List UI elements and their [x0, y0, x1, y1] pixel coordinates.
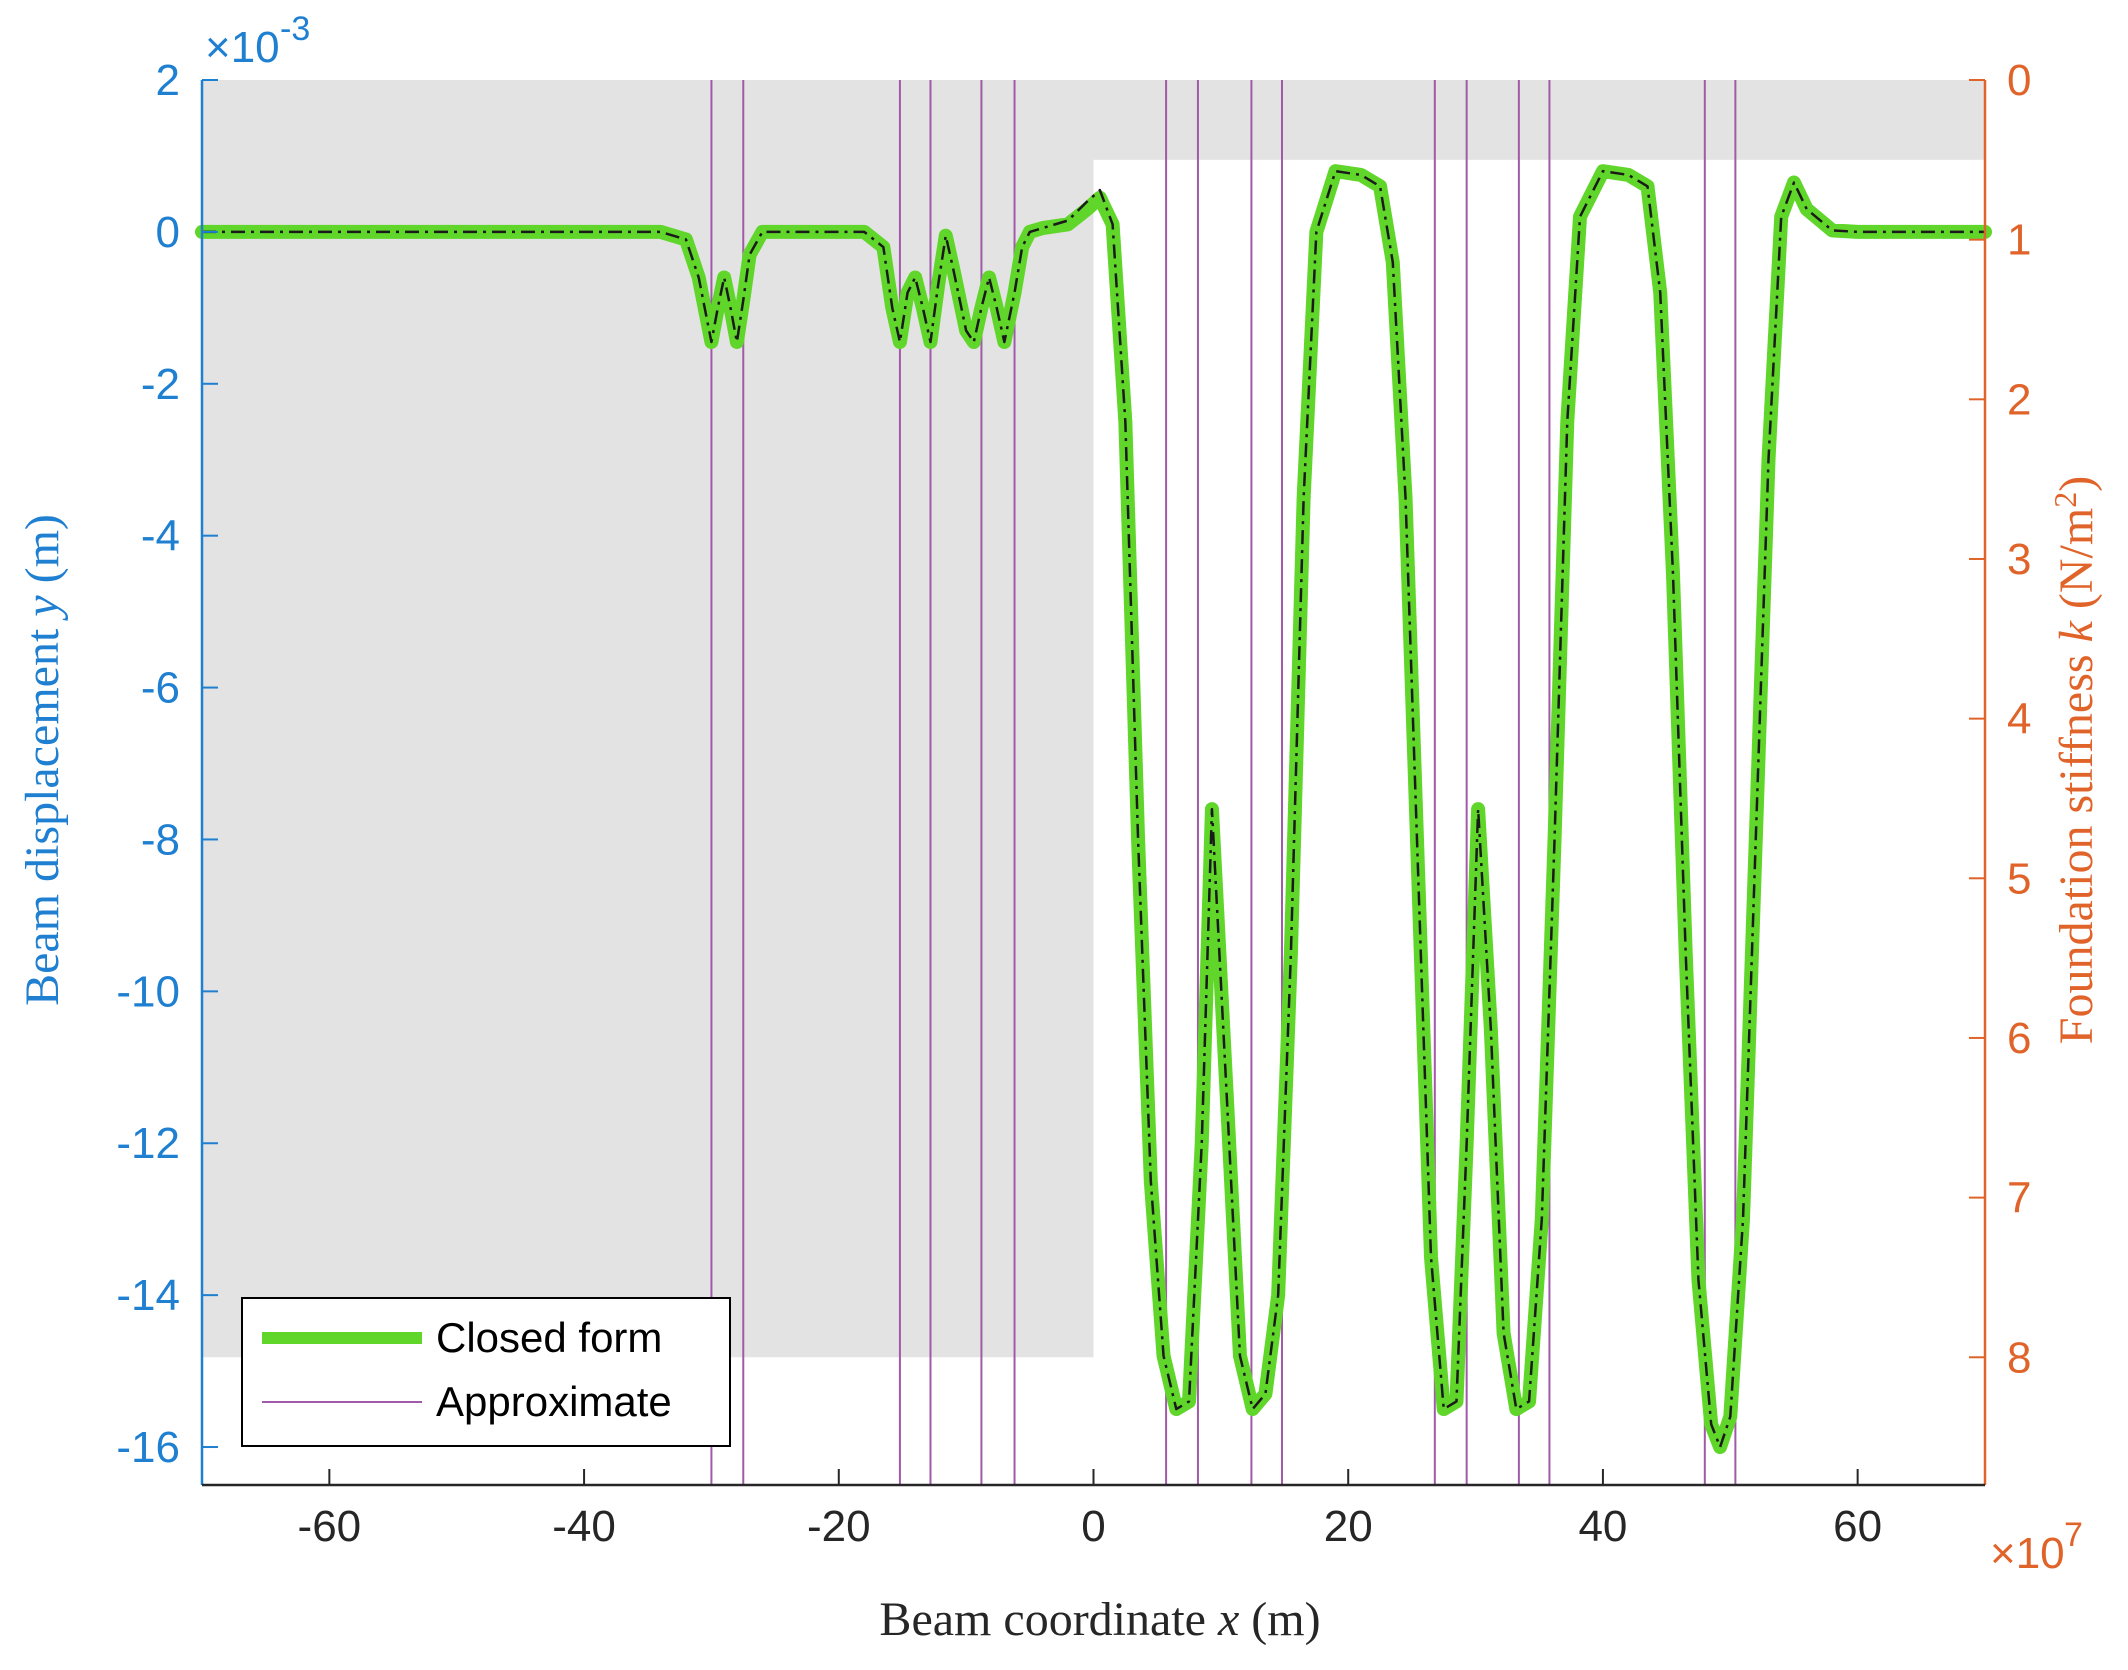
- y-left-label-var: y: [16, 595, 69, 622]
- series-approximate-curve: [202, 169, 1985, 1449]
- stiffness-region-1: [1093, 80, 1985, 160]
- left-exponent-power: -3: [280, 10, 310, 48]
- x-axis-label-var: x: [1217, 1593, 1239, 1646]
- y-left-tick-label-8: -14: [116, 1271, 180, 1320]
- stiffness-region-0: [202, 80, 1094, 1358]
- y-left-tick-label-3: -4: [141, 512, 180, 561]
- y-left-tick-label-5: -8: [141, 815, 180, 864]
- plot-area: -60 -40 -20 0 20 40 6020-2-4-6-8-10-12-14-1601…: [116, 56, 2031, 1551]
- x-tick-label-4: 20: [1324, 1502, 1373, 1551]
- legend-closed-form-label: Closed form: [436, 1314, 662, 1361]
- y-right-tick-label-7: 7: [2007, 1174, 2031, 1223]
- right-exponent-power: 7: [2064, 1516, 2083, 1554]
- right-axis-exponent: ×10 7: [1990, 1516, 2083, 1578]
- y-right-tick-label-3: 3: [2007, 535, 2031, 584]
- y-right-label-close: ): [2050, 476, 2103, 492]
- y-left-tick-label-7: -12: [116, 1119, 180, 1168]
- y-left-tick-label-9: -16: [116, 1423, 180, 1472]
- y-right-tick-label-6: 6: [2007, 1014, 2031, 1063]
- left-axis-exponent: ×10 -3: [205, 10, 310, 72]
- y-right-label-var: k: [2050, 619, 2103, 642]
- right-exponent-base: ×10: [1990, 1529, 2065, 1578]
- legend-box: [241, 1297, 731, 1447]
- x-tick-label-0: -60: [298, 1502, 362, 1551]
- left-exponent-base: ×10: [205, 23, 280, 72]
- y-axis-left-label: Beam displacement y (m): [16, 514, 69, 1006]
- x-tick-label-1: -40: [552, 1502, 616, 1551]
- y-right-label-unit: (N/m: [2050, 508, 2103, 621]
- y-left-tick-label-2: -2: [141, 360, 180, 409]
- legend-approximate-label: Approximate: [436, 1378, 672, 1425]
- y-right-label-prefix: Foundation stiffness: [2050, 642, 2103, 1044]
- y-left-tick-label-6: -10: [116, 967, 180, 1016]
- x-tick-label-5: 40: [1578, 1502, 1627, 1551]
- x-tick-label-2: -20: [807, 1502, 871, 1551]
- y-left-tick-label-4: -6: [141, 664, 180, 713]
- y-right-tick-label-0: 0: [2007, 56, 2031, 105]
- y-right-tick-label-5: 5: [2007, 854, 2031, 903]
- y-left-tick-label-0: 2: [156, 56, 180, 105]
- y-axis-right-label: Foundation stiffness k (N/m2): [2047, 476, 2103, 1044]
- y-left-label-unit: (m): [16, 514, 69, 595]
- y-right-tick-label-2: 2: [2007, 375, 2031, 424]
- legend: Closed form Approximate: [241, 1297, 731, 1447]
- x-tick-label-6: 60: [1833, 1502, 1882, 1551]
- y-right-label-sup: 2: [2047, 492, 2083, 508]
- x-axis-label-prefix: Beam coordinate: [879, 1593, 1218, 1646]
- y-right-tick-label-4: 4: [2007, 695, 2031, 744]
- y-right-tick-label-8: 8: [2007, 1333, 2031, 1382]
- x-axis-label: Beam coordinate x (m): [879, 1593, 1320, 1646]
- x-axis-label-unit: (m): [1239, 1593, 1320, 1646]
- y-left-label-prefix: Beam displacement: [16, 617, 69, 1006]
- x-tick-label-3: 0: [1081, 1502, 1105, 1551]
- y-left-tick-label-1: 0: [156, 208, 180, 257]
- y-right-tick-label-1: 1: [2007, 216, 2031, 265]
